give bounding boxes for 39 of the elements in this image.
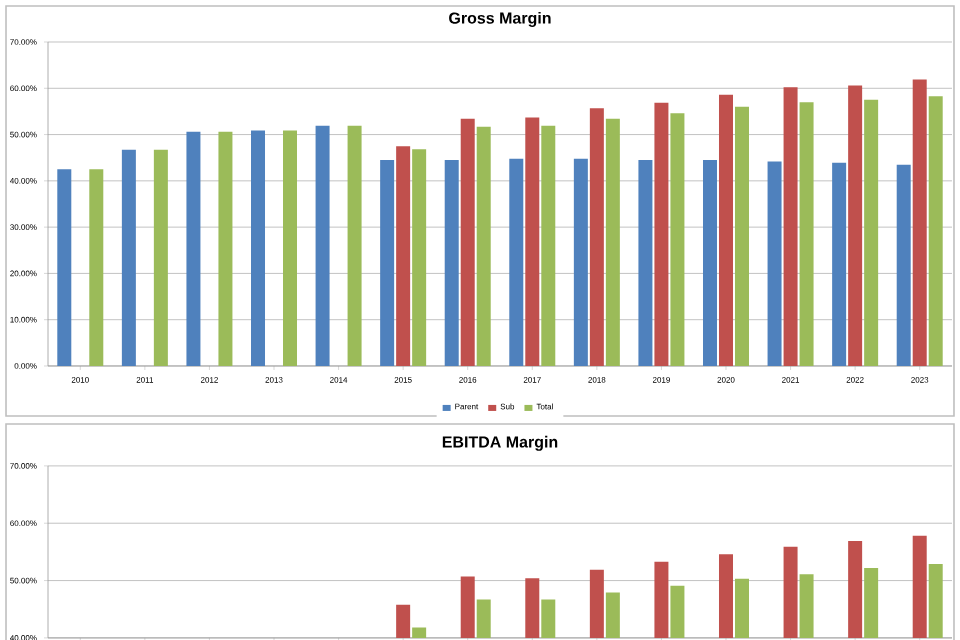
bar xyxy=(896,164,911,366)
bar xyxy=(864,99,879,366)
bar xyxy=(718,94,733,366)
chart-title: EBITDA Margin xyxy=(442,435,558,451)
bar xyxy=(460,118,475,366)
bar xyxy=(121,149,136,366)
bar xyxy=(153,149,168,366)
bar xyxy=(444,160,459,366)
bar xyxy=(57,169,72,366)
bar xyxy=(783,87,798,366)
bar xyxy=(396,146,411,366)
bar xyxy=(767,161,782,366)
bar xyxy=(186,131,201,366)
bar xyxy=(654,102,669,366)
bar xyxy=(315,125,330,366)
bar xyxy=(735,106,749,366)
bar xyxy=(89,169,104,366)
bar xyxy=(605,118,620,366)
bar xyxy=(589,108,604,366)
bar xyxy=(928,96,943,366)
bar xyxy=(380,160,395,366)
bar xyxy=(251,130,266,366)
bar xyxy=(638,160,653,366)
bar xyxy=(509,158,524,366)
bar xyxy=(476,126,491,366)
bar xyxy=(832,162,847,366)
bar xyxy=(218,131,233,366)
bar xyxy=(703,160,717,366)
bar xyxy=(670,113,685,366)
bar xyxy=(848,85,863,366)
bar xyxy=(412,149,427,366)
chart-title: Gross Margin xyxy=(449,11,551,27)
bar xyxy=(799,102,814,366)
bar xyxy=(283,130,297,366)
bar xyxy=(541,125,556,366)
bar xyxy=(347,125,362,366)
bar xyxy=(573,158,588,366)
bar xyxy=(912,79,927,366)
bar xyxy=(525,117,540,366)
